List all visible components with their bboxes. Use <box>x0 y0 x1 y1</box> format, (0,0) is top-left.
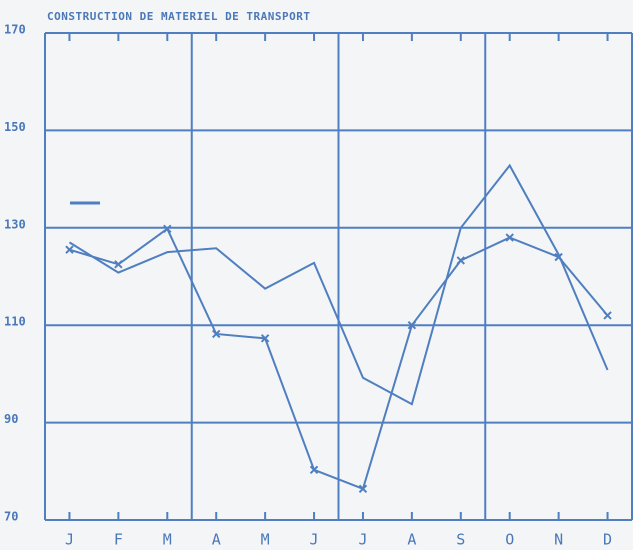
x-tick-label: A <box>407 531 416 549</box>
y-tick-label: 130 <box>4 217 26 231</box>
x-tick-label: A <box>212 531 221 549</box>
point-marker <box>456 256 465 265</box>
point-marker <box>505 233 514 242</box>
x-tick-label: J <box>310 531 319 549</box>
point-marker <box>114 260 123 269</box>
y-tick-label: 170 <box>4 23 26 37</box>
x-tick-label: M <box>163 531 172 549</box>
y-tick-label: 150 <box>4 120 26 134</box>
x-tick-label: M <box>261 531 270 549</box>
point-marker <box>407 320 417 330</box>
y-tick-label: 110 <box>4 315 26 329</box>
x-tick-label: F <box>114 531 123 549</box>
point-marker <box>65 245 74 254</box>
x-tick-label: O <box>505 531 514 549</box>
point-marker <box>309 465 319 475</box>
point-marker <box>358 484 368 494</box>
x-tick-label: N <box>554 531 563 549</box>
x-tick-label: J <box>358 531 367 549</box>
point-marker <box>260 334 270 343</box>
series-line <box>69 227 609 491</box>
x-tick-label: D <box>603 531 612 549</box>
y-tick-label: 70 <box>4 510 18 524</box>
series-line <box>68 163 609 406</box>
x-tick-label: S <box>456 531 465 549</box>
chart-title: CONSTRUCTION DE MATERIEL DE TRANSPORT <box>47 10 311 23</box>
point-marker <box>212 329 221 339</box>
point-marker <box>603 311 612 320</box>
y-tick-label: 90 <box>4 412 18 426</box>
x-tick-label: J <box>65 531 74 549</box>
point-marker <box>163 224 172 233</box>
